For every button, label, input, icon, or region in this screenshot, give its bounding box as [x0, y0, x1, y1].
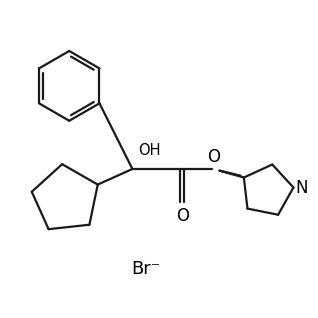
Text: N: N: [296, 178, 308, 197]
Text: O: O: [207, 148, 220, 166]
Text: OH: OH: [138, 143, 161, 158]
Text: O: O: [176, 207, 189, 225]
Text: Br⁻: Br⁻: [131, 260, 160, 278]
